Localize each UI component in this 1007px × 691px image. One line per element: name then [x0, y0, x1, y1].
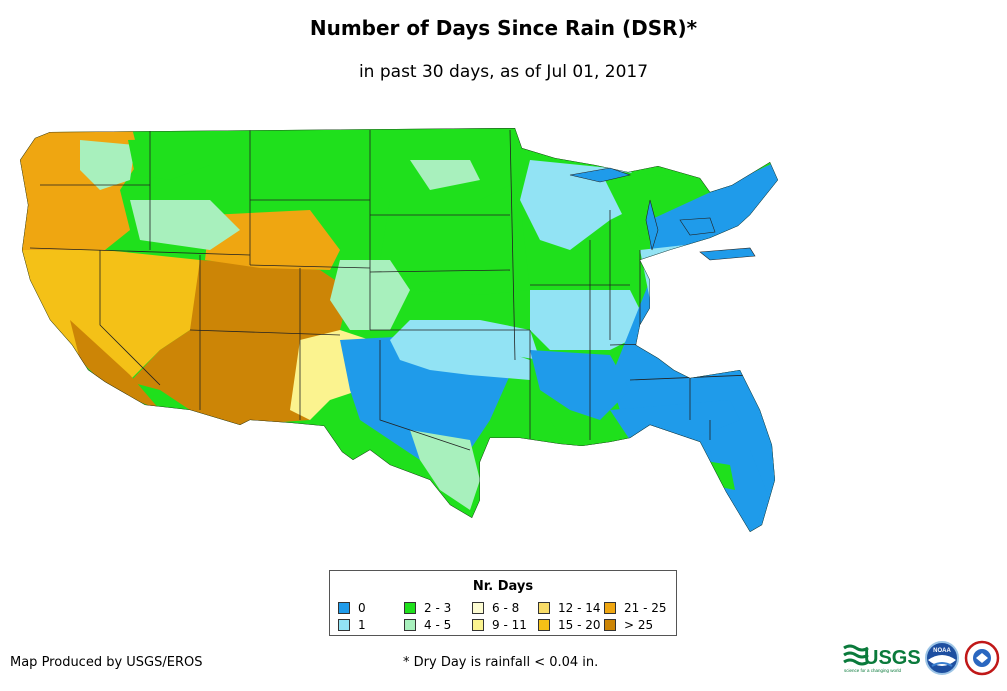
- legend-label: 21 - 25: [624, 601, 667, 615]
- legend-swatch: [338, 602, 350, 614]
- svg-text:science for a changing world: science for a changing world: [844, 668, 902, 673]
- legend-swatch: [538, 619, 550, 631]
- legend-label: 2 - 3: [424, 601, 452, 615]
- legend-item-1: 1: [338, 618, 366, 632]
- legend-swatch: [404, 619, 416, 631]
- legend-item-6: 12 - 14: [538, 601, 601, 615]
- legend-swatch: [472, 602, 484, 614]
- legend-label: 15 - 20: [558, 618, 601, 632]
- us-dsr-map: [20, 128, 778, 532]
- legend-label: 0: [358, 601, 366, 615]
- usgs-logo: USGS science for a changing world: [843, 644, 921, 673]
- legend-item-3: 4 - 5: [404, 618, 451, 632]
- legend-label: 1: [358, 618, 366, 632]
- legend-label: 9 - 11: [492, 618, 527, 632]
- map-subtitle: in past 30 days, as of Jul 01, 2017: [358, 62, 649, 82]
- legend-item-2: 2 - 3: [404, 601, 451, 615]
- legend-item-5: 9 - 11: [472, 618, 527, 632]
- legend-swatch: [472, 619, 484, 631]
- legend-label: 12 - 14: [558, 601, 601, 615]
- legend-swatch: [604, 602, 616, 614]
- legend-swatch: [404, 602, 416, 614]
- legend-swatch: [538, 602, 550, 614]
- svg-text:USGS: USGS: [864, 647, 921, 669]
- nws-logo: [964, 640, 1000, 676]
- legend-label: 6 - 8: [492, 601, 520, 615]
- legend-swatch: [338, 619, 350, 631]
- svg-text:NOAA: NOAA: [933, 648, 951, 654]
- legend-item-0: 0: [338, 601, 366, 615]
- producer-credit: Map Produced by USGS/EROS: [10, 655, 203, 670]
- legend-label: > 25: [624, 618, 654, 632]
- legend-title: Nr. Days: [472, 579, 534, 594]
- legend-item-8: 21 - 25: [604, 601, 667, 615]
- map-title: Number of Days Since Rain (DSR)*: [309, 16, 698, 40]
- legend-label: 4 - 5: [424, 618, 452, 632]
- legend-swatch: [604, 619, 616, 631]
- legend-item-7: 15 - 20: [538, 618, 601, 632]
- legend-item-4: 6 - 8: [472, 601, 519, 615]
- dry-day-footnote: * Dry Day is rainfall < 0.04 in.: [403, 655, 599, 670]
- noaa-logo: NOAA: [925, 641, 959, 675]
- agency-logos: USGS science for a changing world NOAA: [843, 640, 1000, 676]
- legend-item-9: > 25: [604, 618, 653, 632]
- legend: Nr. Days 0 1 2 - 3 4 - 5 6 - 8 9 - 11 12…: [329, 570, 677, 636]
